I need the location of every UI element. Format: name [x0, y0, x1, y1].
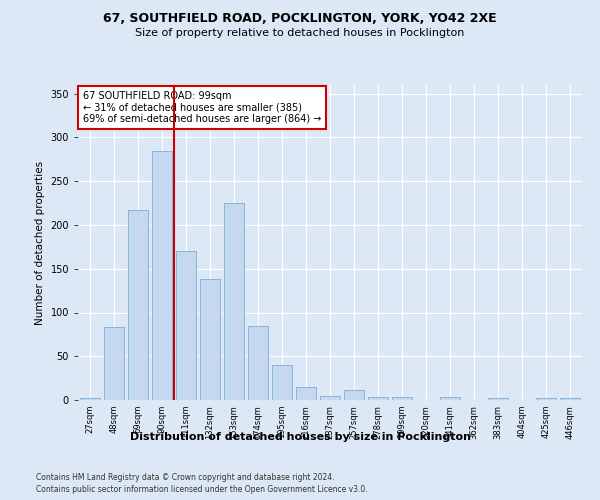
Bar — [440, 398, 460, 400]
Bar — [128, 210, 148, 400]
Bar — [320, 396, 340, 400]
Bar — [536, 398, 556, 400]
Bar — [296, 387, 316, 400]
Text: Size of property relative to detached houses in Pocklington: Size of property relative to detached ho… — [136, 28, 464, 38]
Bar — [272, 365, 292, 400]
Text: 67 SOUTHFIELD ROAD: 99sqm
← 31% of detached houses are smaller (385)
69% of semi: 67 SOUTHFIELD ROAD: 99sqm ← 31% of detac… — [83, 92, 322, 124]
Bar — [392, 398, 412, 400]
Bar — [488, 398, 508, 400]
Text: 67, SOUTHFIELD ROAD, POCKLINGTON, YORK, YO42 2XE: 67, SOUTHFIELD ROAD, POCKLINGTON, YORK, … — [103, 12, 497, 26]
Bar — [248, 326, 268, 400]
Text: Contains HM Land Registry data © Crown copyright and database right 2024.: Contains HM Land Registry data © Crown c… — [36, 472, 335, 482]
Bar — [560, 398, 580, 400]
Text: Contains public sector information licensed under the Open Government Licence v3: Contains public sector information licen… — [36, 485, 368, 494]
Bar — [104, 326, 124, 400]
Bar — [80, 398, 100, 400]
Bar — [176, 251, 196, 400]
Bar — [224, 203, 244, 400]
Y-axis label: Number of detached properties: Number of detached properties — [35, 160, 45, 324]
Bar — [344, 390, 364, 400]
Bar — [200, 279, 220, 400]
Bar — [368, 396, 388, 400]
Text: Distribution of detached houses by size in Pocklington: Distribution of detached houses by size … — [130, 432, 470, 442]
Bar — [152, 150, 172, 400]
